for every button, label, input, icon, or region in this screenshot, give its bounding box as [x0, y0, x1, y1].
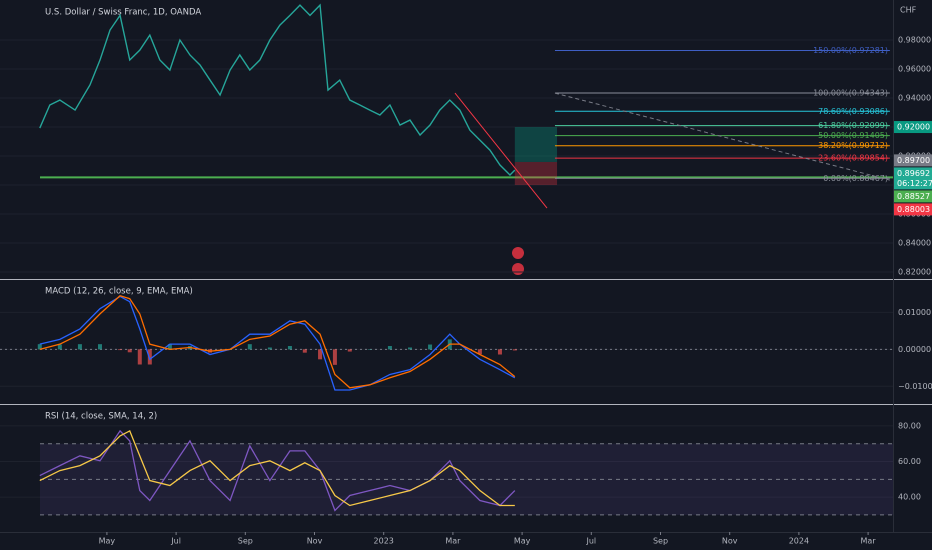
macd-histogram-bar — [97, 344, 102, 350]
x-tick-label: 2024 — [789, 537, 809, 546]
x-tick-label: May — [99, 537, 116, 546]
macd-histogram-bar — [118, 349, 123, 351]
position-target — [514, 127, 558, 162]
event-icon[interactable] — [512, 263, 524, 275]
macd-histogram-bar — [287, 346, 292, 350]
price-label: 0.92000 — [897, 123, 930, 132]
y-tick-label: 0.00000 — [898, 345, 931, 354]
price-label: 0.89700 — [897, 156, 930, 165]
fib-label: 38.20%(0.90712) — [818, 141, 888, 150]
macd-histogram-bar — [407, 347, 412, 350]
fib-label: 150.00%(0.97281) — [813, 46, 888, 55]
price-label: 0.88003 — [897, 205, 930, 214]
macd-histogram-bar — [367, 349, 372, 350]
y-tick-label: −0.01000 — [898, 382, 932, 391]
trend-line — [454, 92, 548, 209]
x-tick-label: Jul — [170, 537, 181, 546]
macd-histogram-bar — [332, 349, 337, 365]
y-tick-label: 40.00 — [898, 493, 921, 502]
y-tick-label: 60.00 — [898, 457, 921, 466]
fib-label: 78.60%(0.93086) — [818, 107, 888, 116]
macd-title: MACD (12, 26, close, 9, EMA, EMA) — [45, 287, 193, 297]
price-label-bg — [894, 121, 932, 134]
macd-histogram-bar — [267, 347, 272, 350]
macd-histogram-bar — [428, 344, 433, 350]
macd-histogram-bar — [147, 349, 152, 365]
indicator-line — [39, 430, 515, 507]
macd-histogram-bar — [512, 349, 517, 351]
price-label-bg — [894, 203, 932, 216]
rsi-title: RSI (14, close, SMA, 14, 2) — [45, 412, 157, 422]
macd-histogram-bar — [302, 349, 307, 353]
macd-histogram-bar — [387, 346, 392, 350]
price-label: 0.89692 — [897, 169, 930, 178]
x-tick-label: Nov — [722, 537, 738, 546]
position-stop — [514, 161, 558, 185]
x-tick-label: May — [514, 537, 531, 546]
macd-histogram-bar — [137, 349, 142, 365]
fib-label: 23.60%(0.89854) — [818, 154, 888, 163]
fib-trend — [554, 92, 891, 181]
x-tick-label: Nov — [307, 537, 323, 546]
fib-label: 61.80%(0.92099) — [818, 121, 888, 130]
y-tick-label: 0.82000 — [898, 268, 931, 277]
indicator-line — [39, 295, 516, 389]
macd-histogram-bar — [127, 349, 132, 353]
x-tick-label: Sep — [653, 537, 668, 546]
price-label-sub: 06:12:27 — [897, 179, 932, 188]
macd-histogram-bar — [347, 349, 352, 352]
macd-histogram-bar — [477, 349, 482, 355]
x-tick-label: Jul — [585, 537, 596, 546]
macd-histogram-bar — [37, 344, 42, 350]
fib-label: 100.00%(0.94343) — [813, 89, 888, 98]
chart-title: U.S. Dollar / Swiss Franc, 1D, OANDA — [45, 8, 201, 18]
x-tick-label: 2023 — [374, 537, 394, 546]
price-label-bg — [894, 190, 932, 203]
x-tick-label: Mar — [445, 537, 461, 546]
indicator-line — [39, 295, 516, 391]
x-tick-label: Sep — [238, 537, 253, 546]
y-tick-label: 80.00 — [898, 421, 921, 430]
axis-label: CHF — [900, 6, 917, 15]
price-label: 0.88527 — [897, 192, 930, 201]
macd-histogram-bar — [457, 349, 462, 350]
y-tick-label: 0.84000 — [898, 239, 931, 248]
y-tick-label: 0.96000 — [898, 65, 931, 74]
price-label-bg — [894, 167, 932, 190]
fib-label: 0.00%(0.88467) — [823, 174, 888, 183]
fib-label: 50.00%(0.91405) — [818, 131, 888, 140]
event-icon[interactable] — [512, 247, 524, 259]
macd-histogram-bar — [77, 344, 82, 350]
macd-histogram-bar — [497, 349, 502, 355]
y-tick-label: 0.98000 — [898, 36, 931, 45]
y-tick-label: 0.01000 — [898, 308, 931, 317]
macd-histogram-bar — [167, 344, 172, 350]
y-tick-label: 0.94000 — [898, 94, 931, 103]
macd-histogram-bar — [57, 344, 62, 350]
x-tick-label: Mar — [861, 537, 877, 546]
macd-histogram-bar — [247, 344, 252, 350]
macd-histogram-bar — [318, 349, 323, 360]
price-label-bg — [894, 154, 932, 167]
price-line — [39, 3, 516, 177]
